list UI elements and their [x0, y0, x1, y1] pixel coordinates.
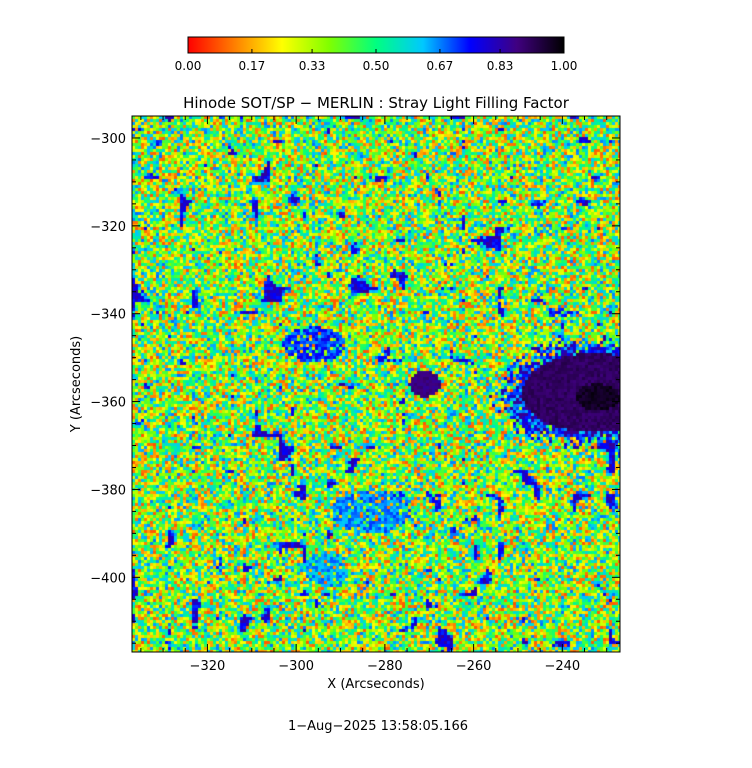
chart-title: Hinode SOT/SP − MERLIN : Stray Light Fil… — [183, 94, 570, 112]
colorbar-tick-label: 0.50 — [363, 59, 390, 73]
y-tick-label: −320 — [90, 220, 126, 235]
y-tick-label: −360 — [90, 396, 126, 411]
colorbar-tick-label: 0.33 — [299, 59, 326, 73]
x-tick-label: −260 — [456, 659, 492, 674]
y-axis-ticks: −300 −320 −340 −360 −380 −400 — [90, 115, 620, 644]
colorbar-ticks: 0.00 0.17 0.33 0.50 0.67 0.83 1.00 — [175, 49, 578, 73]
x-tick-label: −240 — [544, 659, 580, 674]
y-tick-label: −400 — [90, 571, 126, 586]
colorbar-tick-label: 0.17 — [239, 59, 266, 73]
y-tick-label: −300 — [90, 132, 126, 147]
x-tick-label: −280 — [367, 659, 403, 674]
x-axis-ticks: −320 −300 −280 −260 −240 — [140, 116, 608, 674]
plot-area: −320 −300 −280 −260 −240 −300 −320 −340 −360 −38… — [90, 115, 621, 674]
y-axis-label: Y (Arcseconds) — [69, 336, 84, 433]
date-stamp: 1−Aug−2025 13:58:05.166 — [288, 719, 468, 734]
colorbar-tick-label: 0.83 — [487, 59, 514, 73]
colorbar-tick-label: 0.67 — [427, 59, 454, 73]
x-tick-label: −320 — [190, 659, 226, 674]
y-tick-label: −340 — [90, 308, 126, 323]
x-axis-label: X (Arcseconds) — [327, 677, 424, 692]
colorbar-tick-label: 1.00 — [551, 59, 578, 73]
colorbar: 0.00 0.17 0.33 0.50 0.67 0.83 1.00 — [175, 36, 578, 73]
x-tick-label: −300 — [278, 659, 314, 674]
plot-frame — [131, 115, 621, 653]
heatmap-image — [132, 116, 620, 652]
heatmap-image-container — [132, 116, 620, 652]
colorbar-tick-label: 0.00 — [175, 59, 202, 73]
y-tick-label: −380 — [90, 483, 126, 498]
